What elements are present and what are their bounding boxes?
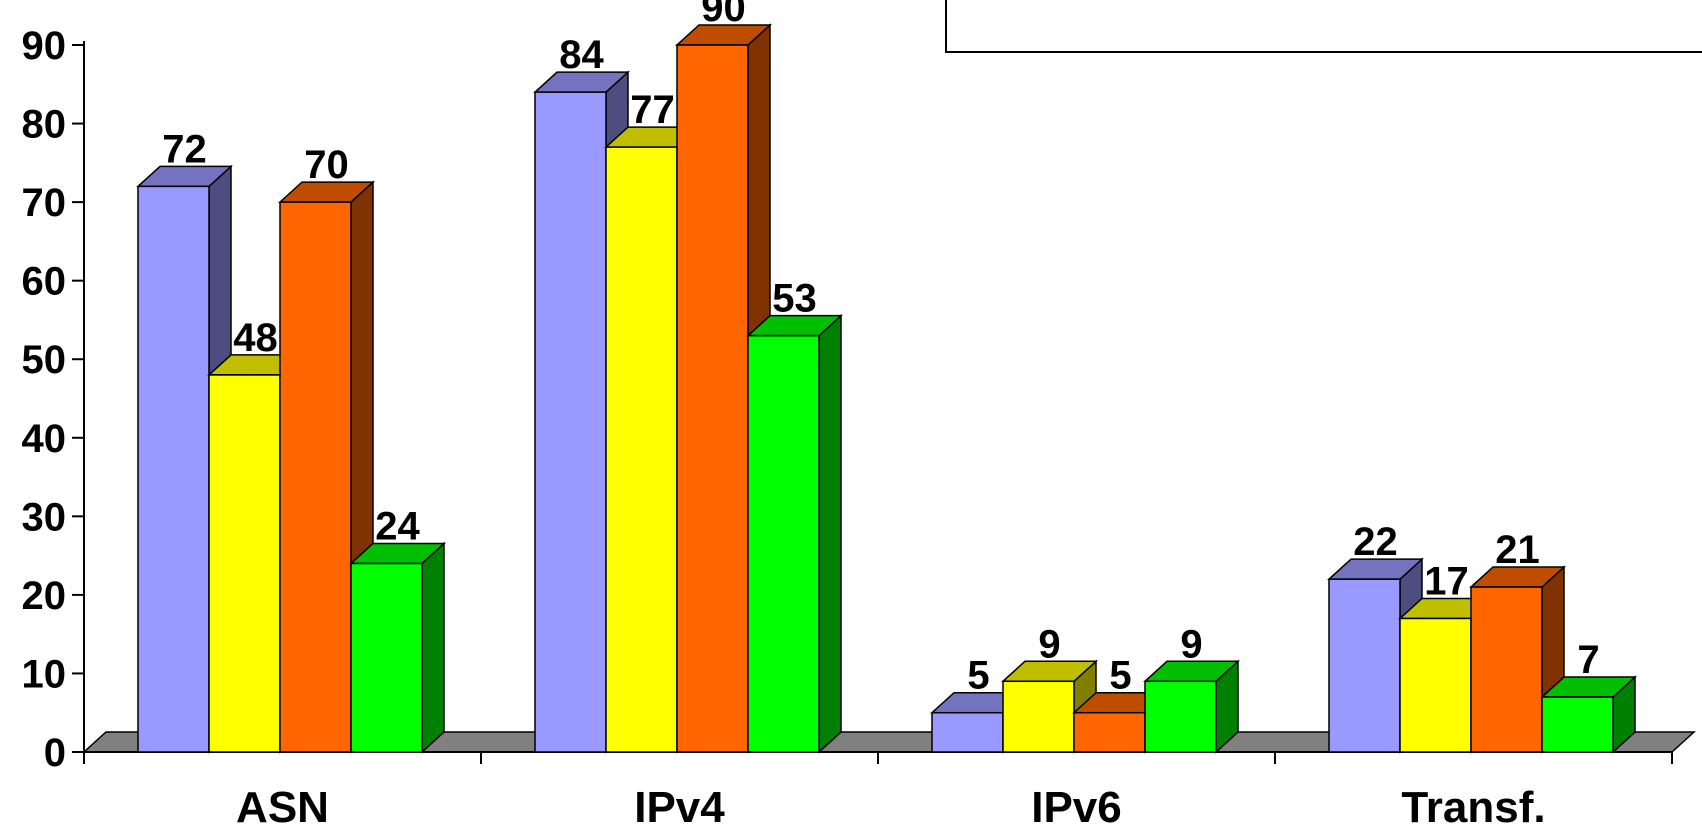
- y-tick-label: 40: [22, 417, 67, 461]
- y-tick-label: 10: [22, 652, 67, 696]
- bar-front-face: [1144, 680, 1217, 753]
- bar-front-face: [350, 562, 423, 753]
- legend-box: [945, 0, 1702, 53]
- bar-front-face: [676, 44, 749, 753]
- bar-front-face: [747, 334, 820, 753]
- bar: [1540, 675, 1637, 754]
- data-label: 7: [1577, 638, 1599, 682]
- data-label: 21: [1495, 528, 1540, 572]
- data-label: 48: [233, 316, 278, 360]
- data-label: 77: [630, 88, 675, 132]
- bar-front-face: [279, 201, 352, 753]
- bar-front-face: [1470, 586, 1543, 753]
- y-tick-label: 60: [22, 260, 67, 304]
- bar: [278, 180, 375, 754]
- bar-front-face: [1073, 711, 1146, 753]
- bar-side-face: [818, 313, 842, 754]
- data-label: 53: [772, 277, 817, 321]
- bar: [746, 313, 843, 754]
- x-category-label: ASN: [236, 783, 329, 832]
- data-label: 24: [375, 504, 420, 548]
- data-label: 90: [701, 0, 746, 30]
- y-tick-label: 80: [22, 103, 67, 147]
- x-category-label: IPv4: [634, 783, 725, 832]
- bar-side-face: [421, 541, 445, 754]
- data-label: 70: [304, 143, 349, 187]
- data-label: 9: [1038, 622, 1060, 666]
- bar-front-face: [137, 185, 210, 753]
- bar-front-face: [605, 146, 678, 753]
- bar: [349, 541, 446, 754]
- y-tick-label: 0: [44, 731, 66, 775]
- bar-front-face: [1399, 617, 1472, 753]
- data-label: 72: [162, 127, 207, 171]
- bar-front-face: [931, 711, 1004, 753]
- y-tick-label: 70: [22, 181, 67, 225]
- bar-front-face: [534, 91, 607, 753]
- data-label: 5: [1109, 654, 1131, 698]
- data-label: 9: [1180, 622, 1202, 666]
- bar-front-face: [1328, 578, 1401, 753]
- y-tick-label: 20: [22, 574, 67, 618]
- data-label: 84: [559, 33, 604, 77]
- y-tick-label: 30: [22, 495, 67, 539]
- x-category-label: IPv6: [1031, 783, 1122, 832]
- bar: [1143, 659, 1240, 754]
- bar-front-face: [1002, 680, 1075, 753]
- data-label: 17: [1424, 559, 1469, 603]
- y-tick-label: 50: [22, 338, 67, 382]
- x-category-label: Transf.: [1401, 783, 1545, 832]
- bar-front-face: [208, 374, 281, 753]
- y-tick-label: 90: [22, 24, 67, 68]
- bar-front-face: [1541, 696, 1614, 753]
- data-label: 22: [1353, 520, 1398, 564]
- data-label: 5: [967, 654, 989, 698]
